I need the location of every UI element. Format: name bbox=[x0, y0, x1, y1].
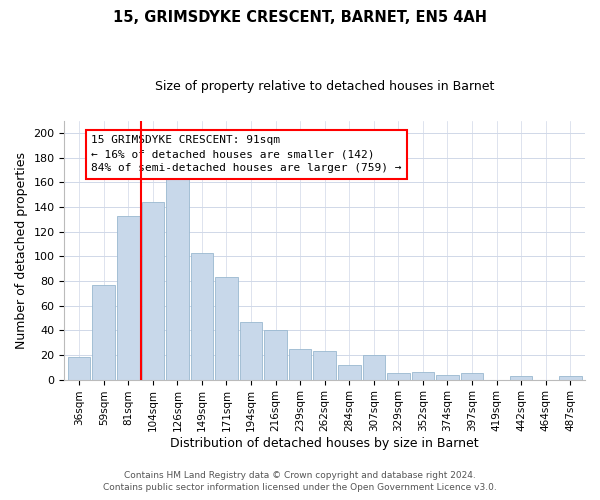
Text: 15, GRIMSDYKE CRESCENT, BARNET, EN5 4AH: 15, GRIMSDYKE CRESCENT, BARNET, EN5 4AH bbox=[113, 10, 487, 25]
Title: Size of property relative to detached houses in Barnet: Size of property relative to detached ho… bbox=[155, 80, 494, 93]
Text: Contains HM Land Registry data © Crown copyright and database right 2024.
Contai: Contains HM Land Registry data © Crown c… bbox=[103, 471, 497, 492]
Bar bbox=[215, 277, 238, 380]
Bar bbox=[68, 358, 91, 380]
Bar bbox=[92, 284, 115, 380]
Text: 15 GRIMSDYKE CRESCENT: 91sqm
← 16% of detached houses are smaller (142)
84% of s: 15 GRIMSDYKE CRESCENT: 91sqm ← 16% of de… bbox=[91, 136, 402, 173]
Bar bbox=[559, 376, 581, 380]
Bar bbox=[338, 365, 361, 380]
X-axis label: Distribution of detached houses by size in Barnet: Distribution of detached houses by size … bbox=[170, 437, 479, 450]
Bar bbox=[387, 374, 410, 380]
Bar bbox=[436, 374, 459, 380]
Bar bbox=[240, 322, 262, 380]
Bar bbox=[461, 374, 484, 380]
Bar bbox=[510, 376, 532, 380]
Bar bbox=[362, 355, 385, 380]
Bar bbox=[289, 349, 311, 380]
Bar bbox=[313, 351, 336, 380]
Y-axis label: Number of detached properties: Number of detached properties bbox=[15, 152, 28, 348]
Bar bbox=[412, 372, 434, 380]
Bar bbox=[166, 178, 188, 380]
Bar bbox=[191, 252, 213, 380]
Bar bbox=[264, 330, 287, 380]
Bar bbox=[142, 202, 164, 380]
Bar bbox=[117, 216, 140, 380]
